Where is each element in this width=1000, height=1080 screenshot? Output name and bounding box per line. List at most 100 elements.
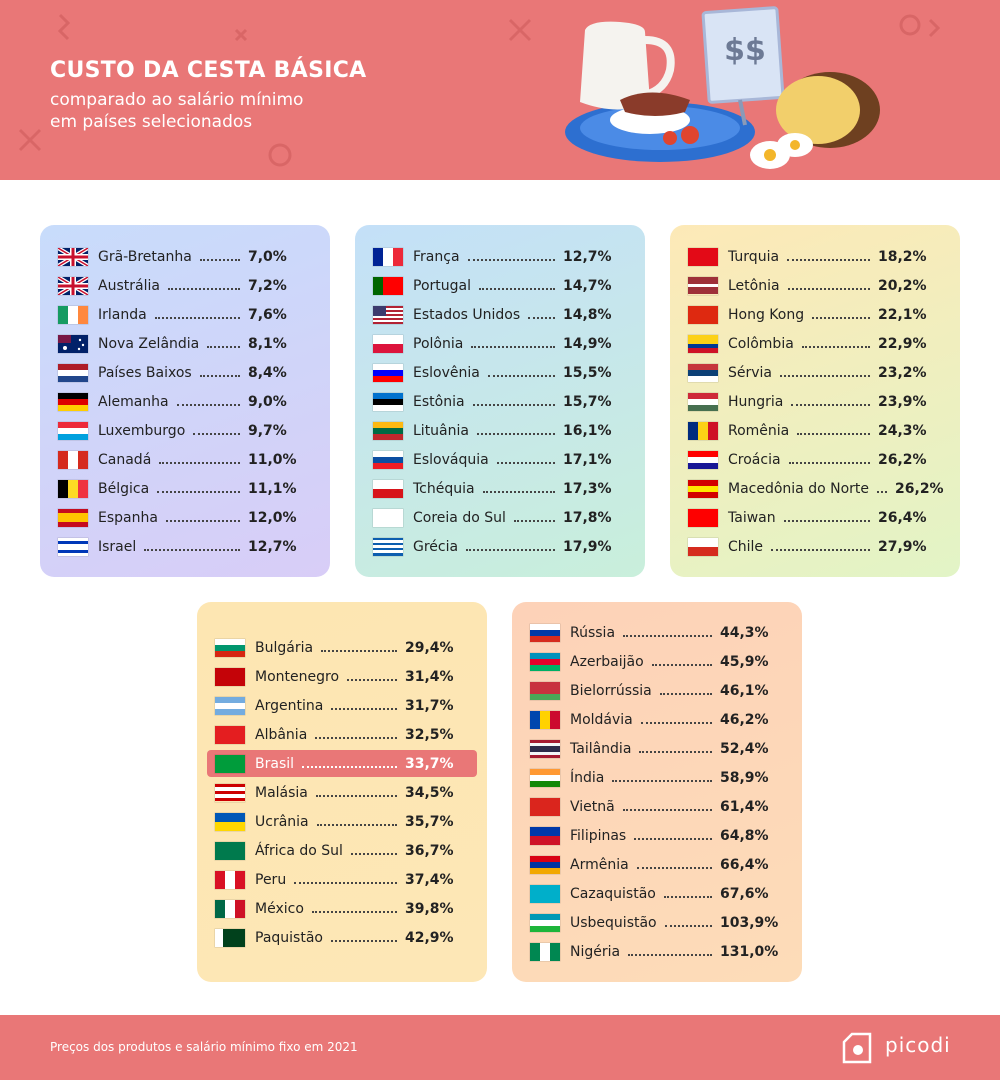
- flag: [58, 392, 88, 411]
- country-row: Eslováquia 17,1%: [373, 445, 625, 474]
- country-row: Luxemburgo 9,7%: [58, 416, 310, 445]
- country-row: Hungria 23,9%: [688, 387, 940, 416]
- country-value: 7,2%: [248, 277, 287, 294]
- dot-leader: [467, 258, 555, 261]
- country-name: Canadá: [98, 451, 152, 468]
- flag: [373, 276, 403, 295]
- country-name: Azerbaijão: [570, 653, 644, 670]
- country-name: Letônia: [728, 277, 780, 294]
- flag: [373, 392, 403, 411]
- flag: [215, 841, 245, 860]
- country-value: 39,8%: [405, 900, 454, 917]
- dot-leader: [496, 461, 555, 464]
- dot-leader: [622, 808, 712, 811]
- country-row: Rússia 44,3%: [530, 618, 782, 647]
- country-name: Polônia: [413, 335, 464, 352]
- country-value: 15,7%: [563, 393, 612, 410]
- flag: [530, 710, 560, 729]
- country-name: México: [255, 900, 304, 917]
- country-name: Espanha: [98, 509, 158, 526]
- country-name: Rússia: [570, 624, 616, 641]
- country-value: 29,4%: [405, 639, 454, 656]
- country-name: Eslováquia: [413, 451, 489, 468]
- logo-icon: [842, 1032, 872, 1064]
- country-row: Albânia 32,5%: [215, 720, 467, 749]
- country-name: Países Baixos: [98, 364, 192, 381]
- country-row: Nova Zelândia 8,1%: [58, 329, 310, 358]
- country-row: Tchéquia 17,3%: [373, 474, 625, 503]
- country-name: Croácia: [728, 451, 781, 468]
- country-value: 37,4%: [405, 871, 454, 888]
- country-name: Israel: [98, 538, 137, 555]
- flag: [215, 667, 245, 686]
- country-row: Bulgária 29,4%: [215, 633, 467, 662]
- country-value: 9,7%: [248, 422, 287, 439]
- dot-leader: [783, 519, 870, 522]
- footnote: Preços dos produtos e salário mínimo fix…: [50, 1040, 358, 1054]
- flag: [215, 754, 245, 773]
- flag: [215, 928, 245, 947]
- country-value: 8,1%: [248, 335, 287, 352]
- dot-leader: [311, 910, 397, 913]
- country-value: 14,8%: [563, 306, 612, 323]
- country-name: Grécia: [413, 538, 459, 555]
- dot-leader: [347, 678, 397, 681]
- dot-leader: [294, 881, 397, 884]
- country-value: 35,7%: [405, 813, 454, 830]
- dot-leader: [791, 403, 870, 406]
- dot-leader: [207, 345, 240, 348]
- country-row: Romênia 24,3%: [688, 416, 940, 445]
- panel: Turquia 18,2% Letônia 20,2% Hong Kong 22,1% Co…: [670, 225, 960, 577]
- dot-leader: [167, 287, 240, 290]
- dot-leader: [528, 316, 555, 319]
- country-row: Armênia 66,4%: [530, 850, 782, 879]
- country-row: Filipinas 64,8%: [530, 821, 782, 850]
- country-name: Alemanha: [98, 393, 169, 410]
- flag: [215, 696, 245, 715]
- country-name: Hungria: [728, 393, 784, 410]
- country-value: 52,4%: [720, 740, 769, 757]
- dot-leader: [193, 432, 240, 435]
- country-name: Irlanda: [98, 306, 147, 323]
- flag: [373, 334, 403, 353]
- country-name: Grã-Bretanha: [98, 248, 192, 265]
- dot-leader: [466, 548, 555, 551]
- dot-leader: [780, 374, 870, 377]
- country-name: Bulgária: [255, 639, 314, 656]
- dot-leader: [159, 461, 240, 464]
- country-row: Taiwan 26,4%: [688, 503, 940, 532]
- flag: [373, 421, 403, 440]
- dot-leader: [787, 287, 870, 290]
- country-row: Chile 27,9%: [688, 532, 940, 561]
- country-name: Bélgica: [98, 480, 150, 497]
- country-row: Cazaquistão 67,6%: [530, 879, 782, 908]
- dot-leader: [788, 461, 870, 464]
- country-row: Polônia 14,9%: [373, 329, 625, 358]
- flag: [688, 305, 718, 324]
- dot-leader: [471, 345, 555, 348]
- country-name: Usbequistão: [570, 914, 657, 931]
- flag: [58, 363, 88, 382]
- country-name: Eslovênia: [413, 364, 480, 381]
- flag: [215, 725, 245, 744]
- flag: [688, 334, 718, 353]
- flag: [58, 334, 88, 353]
- country-value: 12,7%: [563, 248, 612, 265]
- flag: [215, 870, 245, 889]
- country-row: Espanha 12,0%: [58, 503, 310, 532]
- flag: [530, 797, 560, 816]
- country-value: 33,7%: [405, 755, 454, 772]
- dot-leader: [302, 765, 397, 768]
- country-row: Países Baixos 8,4%: [58, 358, 310, 387]
- country-value: 46,1%: [720, 682, 769, 699]
- country-row: França 12,7%: [373, 242, 625, 271]
- flag: [373, 479, 403, 498]
- country-value: 23,9%: [878, 393, 927, 410]
- country-row: Estados Unidos 14,8%: [373, 300, 625, 329]
- country-row: Argentina 31,7%: [215, 691, 467, 720]
- country-row: Sérvia 23,2%: [688, 358, 940, 387]
- country-row: Ucrânia 35,7%: [215, 807, 467, 836]
- country-value: 32,5%: [405, 726, 454, 743]
- flag: [373, 508, 403, 527]
